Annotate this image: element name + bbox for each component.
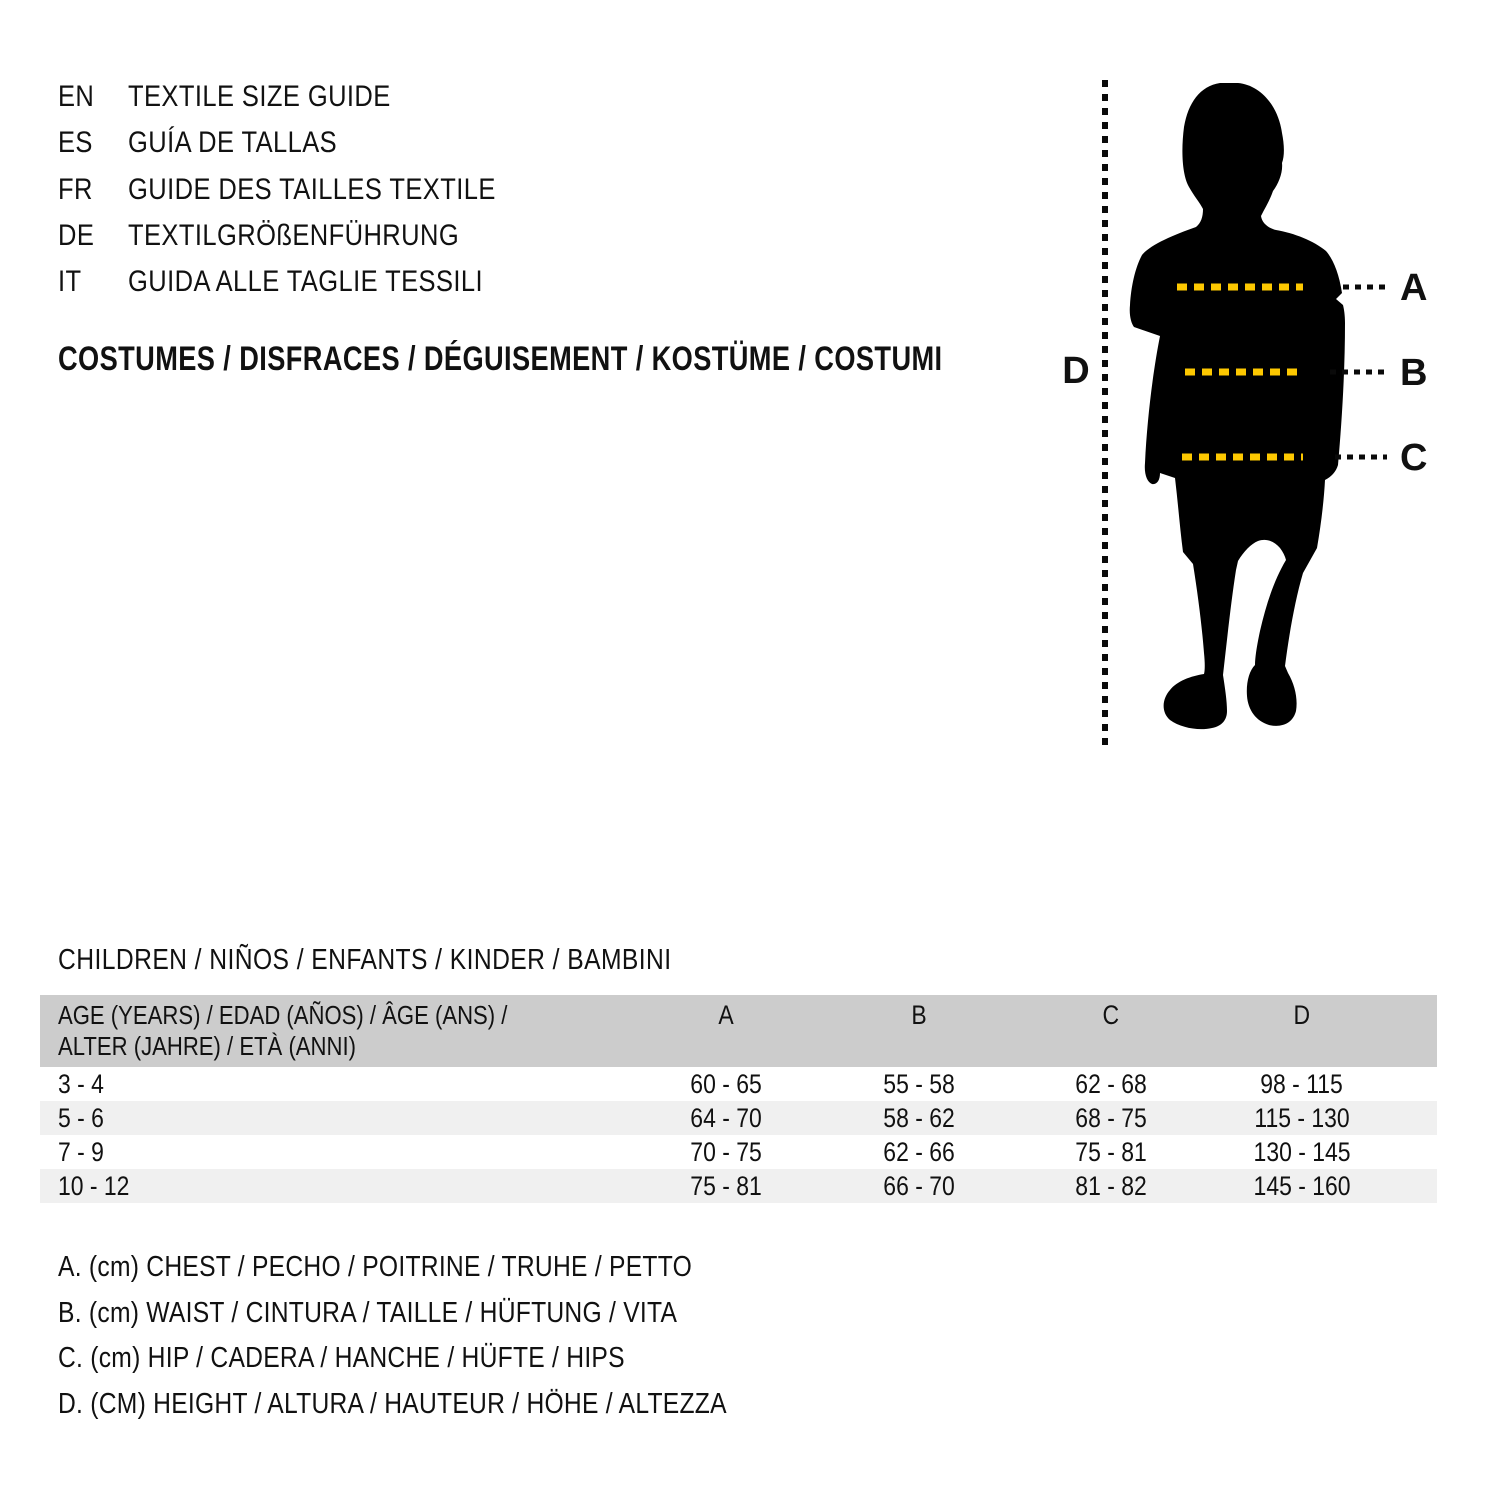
waist-range-cell: 66 - 70 xyxy=(883,1171,955,1201)
column-header-b: B xyxy=(911,1000,927,1030)
size-table-row: 3 - 4 60 - 65 55 - 58 62 - 68 98 - 115 xyxy=(40,1067,1437,1101)
size-table-row: 10 - 12 75 - 81 66 - 70 81 - 82 145 - 16… xyxy=(40,1169,1437,1203)
column-header-c: C xyxy=(1102,1000,1120,1030)
legend-item: C. (cm) HIP / CADERA / HANCHE / HÜFTE / … xyxy=(58,1342,625,1375)
language-row: ES GUÍA DE TALLAS xyxy=(58,120,561,166)
size-table-header: AGE (YEARS) / EDAD (AÑOS) / ÂGE (ANS) / … xyxy=(40,995,1437,1067)
age-cell: 7 - 9 xyxy=(58,1137,104,1167)
chest-range-cell: 75 - 81 xyxy=(690,1171,763,1201)
language-guide-title: GUÍA DE TALLAS xyxy=(128,126,338,160)
height-range-cell: 115 - 130 xyxy=(1254,1103,1350,1133)
hip-range-cell: 68 - 75 xyxy=(1075,1103,1147,1133)
legend-item: D. (CM) HEIGHT / ALTURA / HAUTEUR / HÖHE… xyxy=(58,1387,727,1420)
column-header-a: A xyxy=(718,1000,735,1030)
language-code: FR xyxy=(58,172,93,206)
language-code: ES xyxy=(58,126,93,160)
age-cell: 5 - 6 xyxy=(58,1103,104,1133)
figure-label-a: A xyxy=(1400,267,1427,309)
age-cell: 3 - 4 xyxy=(58,1069,104,1099)
language-row: DE TEXTILGRÖßENFÜHRUNG xyxy=(58,213,561,259)
chest-range-cell: 64 - 70 xyxy=(690,1103,763,1133)
hip-range-cell: 62 - 68 xyxy=(1075,1069,1147,1099)
chest-range-cell: 70 - 75 xyxy=(690,1137,763,1167)
language-code: EN xyxy=(58,80,95,114)
size-table-row: 5 - 6 64 - 70 58 - 62 68 - 75 115 - 130 xyxy=(40,1101,1437,1135)
category-title: COSTUMES / DISFRACES / DÉGUISEMENT / KOS… xyxy=(58,340,943,378)
legend-item: B. (cm) WAIST / CINTURA / TAILLE / HÜFTU… xyxy=(58,1296,678,1329)
waist-range-cell: 55 - 58 xyxy=(883,1069,955,1099)
waist-range-cell: 58 - 62 xyxy=(883,1103,955,1133)
height-range-cell: 98 - 115 xyxy=(1260,1069,1344,1099)
language-row: FR GUIDE DES TAILLES TEXTILE xyxy=(58,167,561,213)
height-range-cell: 145 - 160 xyxy=(1253,1171,1351,1201)
age-cell: 10 - 12 xyxy=(58,1171,130,1201)
language-guide-title: TEXTILGRÖßENFÜHRUNG xyxy=(128,219,460,253)
legend-item: A. (cm) CHEST / PECHO / POITRINE / TRUHE… xyxy=(58,1251,693,1284)
size-table: AGE (YEARS) / EDAD (AÑOS) / ÂGE (ANS) / … xyxy=(40,995,1437,1203)
measurement-legend: A. (cm) CHEST / PECHO / POITRINE / TRUHE… xyxy=(58,1245,845,1427)
column-header-d: D xyxy=(1293,1000,1311,1030)
hip-range-cell: 75 - 81 xyxy=(1075,1137,1147,1167)
waist-range-cell: 62 - 66 xyxy=(883,1137,955,1167)
size-table-row: 7 - 9 70 - 75 62 - 66 75 - 81 130 - 145 xyxy=(40,1135,1437,1169)
hip-range-cell: 81 - 82 xyxy=(1075,1171,1147,1201)
figure-label-c: C xyxy=(1400,437,1427,479)
figure-label-b: B xyxy=(1400,352,1427,394)
language-code: IT xyxy=(58,265,82,299)
height-range-cell: 130 - 145 xyxy=(1253,1137,1351,1167)
language-guide-title: GUIDA ALLE TAGLIE TESSILI xyxy=(128,265,484,299)
language-list: EN TEXTILE SIZE GUIDE ES GUÍA DE TALLAS … xyxy=(58,74,561,305)
table-section-title: CHILDREN / NIÑOS / ENFANTS / KINDER / BA… xyxy=(58,944,672,976)
language-guide-title: GUIDE DES TAILLES TEXTILE xyxy=(128,172,496,206)
figure-label-d: D xyxy=(1062,350,1089,392)
language-code: DE xyxy=(58,219,95,253)
child-silhouette-figure: D A B C xyxy=(1062,80,1427,745)
child-silhouette xyxy=(1129,83,1345,730)
age-header-cell: AGE (YEARS) / EDAD (AÑOS) / ÂGE (ANS) / … xyxy=(58,1000,508,1061)
language-row: IT GUIDA ALLE TAGLIE TESSILI xyxy=(58,259,561,305)
language-row: EN TEXTILE SIZE GUIDE xyxy=(58,74,561,120)
chest-range-cell: 60 - 65 xyxy=(690,1069,763,1099)
language-guide-title: TEXTILE SIZE GUIDE xyxy=(128,80,391,114)
